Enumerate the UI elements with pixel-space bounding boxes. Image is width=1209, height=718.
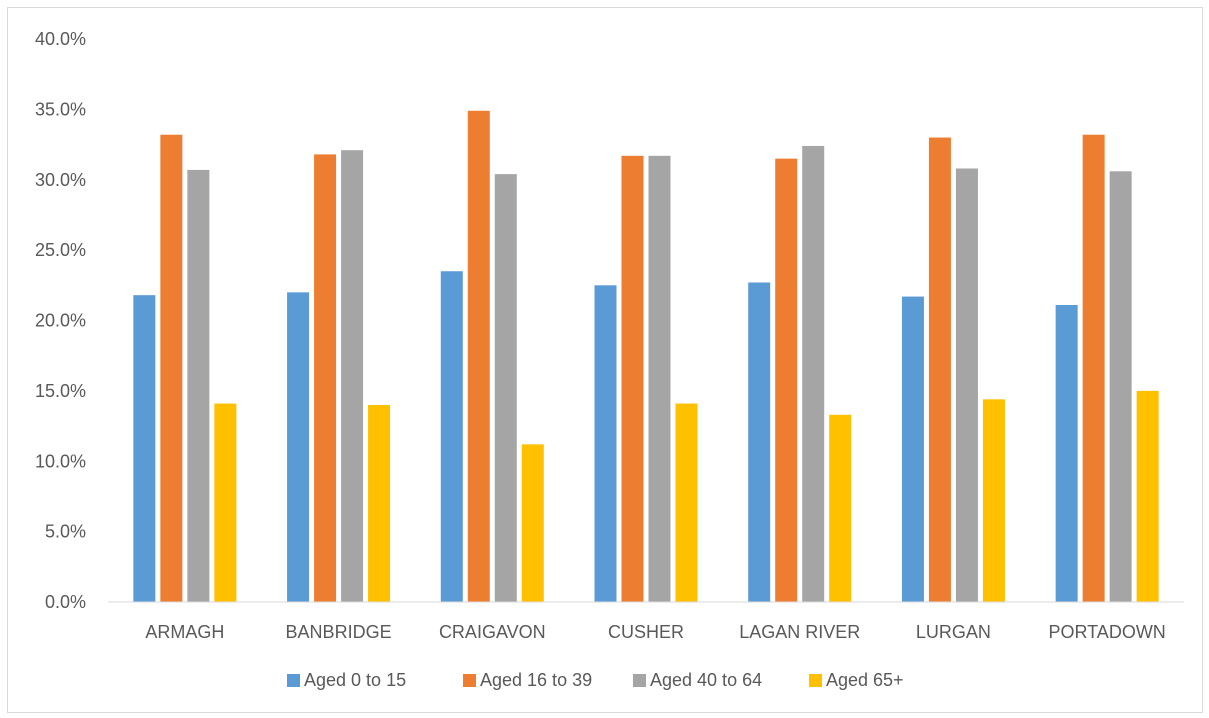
bars: [133, 110, 1159, 603]
y-tick-label: 35.0%: [35, 99, 86, 119]
legend-swatch: [287, 674, 300, 687]
bar: [287, 292, 310, 602]
bar: [748, 282, 771, 602]
y-tick-label: 0.0%: [45, 592, 86, 612]
bar: [901, 296, 924, 602]
bar: [494, 174, 517, 602]
legend-label: Aged 0 to 15: [304, 670, 406, 690]
bar: [314, 154, 337, 603]
y-tick-label: 40.0%: [35, 29, 86, 49]
bar: [594, 285, 617, 602]
bar: [829, 414, 852, 602]
bar: [1136, 390, 1159, 602]
x-tick-label: BANBRIDGE: [286, 622, 392, 642]
x-tick-label: LURGAN: [916, 622, 991, 642]
legend-swatch: [633, 674, 646, 687]
bar: [467, 110, 490, 602]
bar: [214, 403, 237, 602]
bar: [802, 145, 825, 602]
legend-swatch: [809, 674, 822, 687]
bar: [1082, 134, 1105, 602]
x-tick-label: CRAIGAVON: [439, 622, 546, 642]
y-tick-label: 30.0%: [35, 170, 86, 190]
bar: [133, 295, 156, 602]
y-tick-label: 25.0%: [35, 240, 86, 260]
legend-label: Aged 16 to 39: [480, 670, 592, 690]
bar: [955, 168, 978, 603]
bar: [187, 169, 210, 602]
bar: [928, 137, 951, 602]
bar: [775, 158, 798, 602]
bar: [160, 134, 183, 602]
bar: [1055, 305, 1078, 602]
x-tick-label: CUSHER: [608, 622, 684, 642]
bar: [341, 150, 364, 602]
bar: [675, 403, 698, 602]
legend: Aged 0 to 15 Aged 16 to 39 Aged 40 to 64 Ag…: [287, 670, 904, 690]
y-tick-label: 20.0%: [35, 311, 86, 331]
y-tick-label: 10.0%: [35, 451, 86, 471]
x-tick-label: LAGAN RIVER: [739, 622, 860, 642]
x-tick-label: ARMAGH: [145, 622, 224, 642]
bar: [521, 444, 544, 602]
bar: [621, 155, 644, 602]
bar: [982, 399, 1005, 602]
bar: [368, 404, 391, 602]
bar: [1109, 171, 1132, 602]
bar: [648, 155, 671, 602]
y-tick-label: 15.0%: [35, 381, 86, 401]
y-axis: 0.0% 5.0% 10.0% 15.0% 20.0% 25.0% 30.0% 35.0% 40…: [35, 29, 86, 612]
legend-swatch: [463, 674, 476, 687]
y-tick-label: 5.0%: [45, 522, 86, 542]
legend-label: Aged 65+: [826, 670, 904, 690]
bar: [440, 271, 463, 602]
x-axis: ARMAGH BANBRIDGE CRAIGAVON CUSHER LAGAN RIVE…: [145, 622, 1165, 642]
legend-label: Aged 40 to 64: [650, 670, 762, 690]
x-tick-label: PORTADOWN: [1048, 622, 1165, 642]
